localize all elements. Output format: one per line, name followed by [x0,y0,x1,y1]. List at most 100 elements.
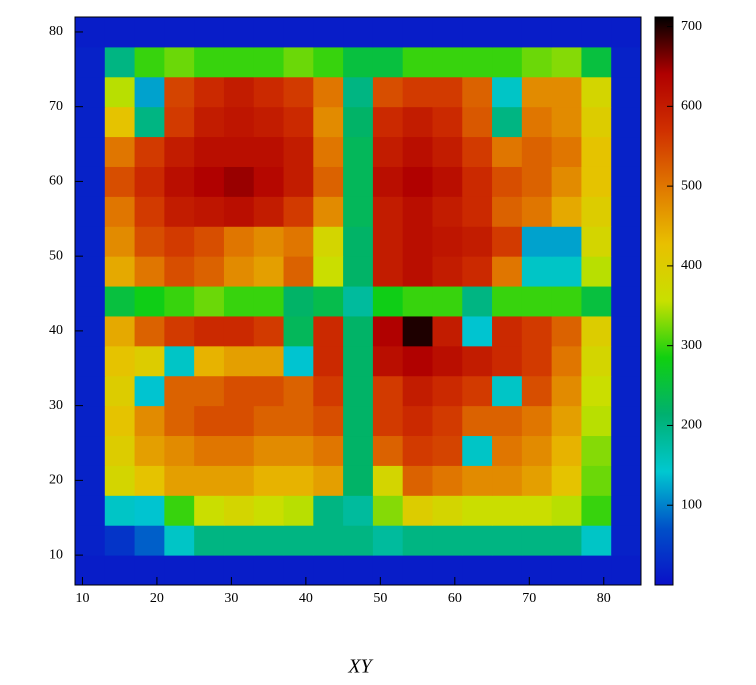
heatmap-cell [313,345,344,377]
heatmap-cell [343,166,374,197]
heatmap-cell [313,226,344,257]
heatmap-cell [313,166,344,197]
heatmap-cell [551,17,582,48]
heatmap-cell [104,465,136,496]
heatmap-cell [104,435,136,466]
heatmap-cell [134,525,165,556]
heatmap-cell [283,315,314,347]
heatmap-cell [372,106,404,138]
heatmap-cell [611,286,642,317]
heatmap-cell [194,46,225,78]
heatmap-cell [551,315,582,347]
heatmap-cell [432,256,463,287]
heatmap-cell [194,495,225,526]
heatmap-cell [402,136,433,167]
heatmap-cell [343,375,374,407]
heatmap-cell [75,375,106,407]
heatmap-cell [253,555,285,586]
heatmap-cell [253,345,285,377]
heatmap-cell [581,226,612,257]
heatmap-cell [283,405,314,437]
heatmap-cell [372,286,404,317]
heatmap-cell [223,435,255,466]
heatmap-cell [164,375,195,407]
heatmap-cell [253,106,285,138]
heatmap-cell [75,555,106,586]
heatmap-cell [492,525,523,556]
heatmap-cell [313,196,344,227]
heatmap-cell [611,196,642,227]
heatmap-cell [134,495,165,526]
heatmap-cell [164,465,195,496]
heatmap-cell [521,405,553,437]
heatmap-cell [462,315,493,347]
heatmap-cell [581,76,612,108]
heatmap-cell [611,106,642,138]
heatmap-cell [402,525,433,556]
heatmap-cell [581,435,612,466]
heatmap-cell [611,315,642,347]
heatmap-cell [372,435,404,466]
heatmap-cell [611,256,642,287]
heatmap-cell [611,405,642,437]
heatmap-cell [492,196,523,227]
heatmap-cell [134,375,165,407]
heatmap-cell [402,166,433,197]
heatmap-cell [283,345,314,377]
heatmap-cell [283,106,314,138]
heatmap-cell [134,196,165,227]
heatmap-cell [194,555,225,586]
heatmap-cell [134,345,165,377]
heatmap-cell [581,555,612,586]
heatmap-cell [372,196,404,227]
heatmap-cell [462,435,493,466]
heatmap-cell [164,286,195,317]
heatmap-cell [134,256,165,287]
heatmap-cell [104,525,136,556]
heatmap-cell [134,166,165,197]
heatmap-cell [551,465,582,496]
heatmap-cell [372,315,404,347]
heatmap-cell [521,315,553,347]
heatmap-cell [372,525,404,556]
heatmap-cell [521,76,553,108]
heatmap-cell [432,76,463,108]
heatmap-cell [462,525,493,556]
heatmap-cell [313,525,344,556]
heatmap-cell [194,525,225,556]
heatmap-cell [402,435,433,466]
heatmap-cell [134,315,165,347]
heatmap-cell [611,345,642,377]
heatmap-cell [134,106,165,138]
heatmap-cell [551,286,582,317]
heatmap-cell [223,256,255,287]
heatmap-cell [551,136,582,167]
heatmap-cell [462,76,493,108]
heatmap-cell [223,46,255,78]
heatmap-cell [492,495,523,526]
x-tick-label: 10 [75,591,89,606]
heatmap-cell [432,405,463,437]
heatmap-cell [521,555,553,586]
heatmap-cell [253,256,285,287]
heatmap-cell [75,196,106,227]
heatmap-cell [521,106,553,138]
y-tick-label: 70 [49,99,63,114]
heatmap-cell [492,226,523,257]
heatmap-cell [104,196,136,227]
heatmap-cell [164,196,195,227]
heatmap-cell [402,465,433,496]
heatmap-cell [551,106,582,138]
heatmap-cell [223,226,255,257]
heatmap-cell [253,525,285,556]
heatmap-cell [223,286,255,317]
heatmap-cell [104,226,136,257]
heatmap-cell [343,495,374,526]
heatmap-cell [611,166,642,197]
heatmap-cell [164,315,195,347]
heatmap-cell [194,76,225,108]
heatmap-cell [104,315,136,347]
heatmap-cell [343,76,374,108]
heatmap-cell [313,106,344,138]
heatmap-cell [372,405,404,437]
